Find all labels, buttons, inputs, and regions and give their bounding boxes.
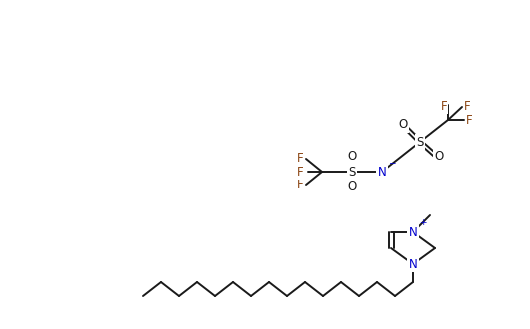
Text: F: F: [466, 114, 473, 126]
Text: F: F: [297, 179, 304, 191]
Text: −: −: [388, 158, 395, 167]
Text: N: N: [377, 165, 386, 179]
Text: F: F: [297, 165, 304, 179]
Text: O: O: [399, 118, 408, 132]
Text: F: F: [464, 100, 471, 114]
Text: F: F: [440, 99, 447, 113]
Text: S: S: [416, 136, 423, 148]
Text: S: S: [348, 165, 356, 179]
Text: O: O: [347, 150, 357, 164]
Text: O: O: [435, 150, 444, 164]
Text: N: N: [409, 225, 418, 239]
Text: O: O: [347, 181, 357, 193]
Text: +: +: [419, 218, 427, 227]
Text: F: F: [297, 153, 304, 165]
Text: N: N: [409, 258, 418, 270]
